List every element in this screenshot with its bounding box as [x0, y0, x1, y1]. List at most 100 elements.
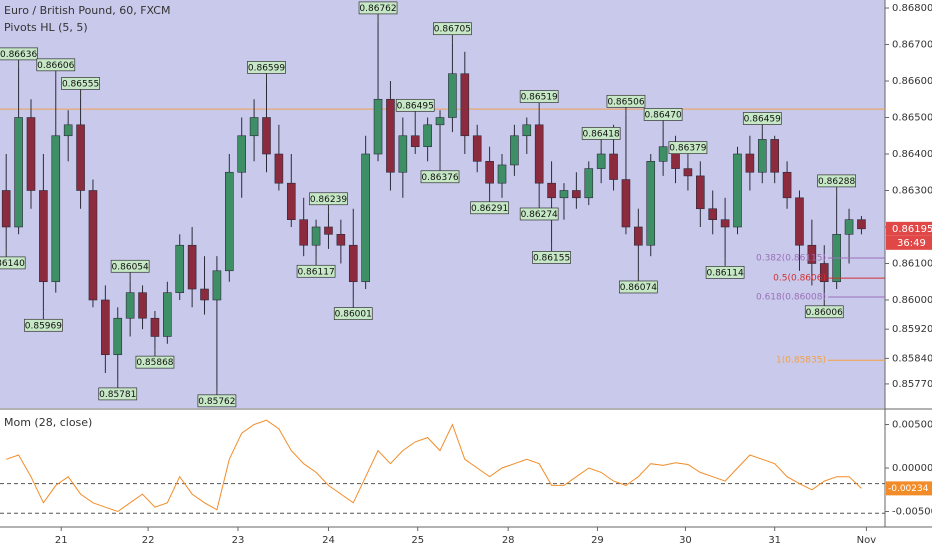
pivot-label: 0.86606: [37, 61, 74, 71]
candle-body: [286, 182, 296, 220]
pivot-box: [247, 61, 286, 74]
pivot-label: 0.86636: [0, 50, 37, 60]
fib-label: 0.382(0.86115): [756, 254, 826, 264]
pivot-box: [519, 207, 559, 221]
candle-body: [237, 135, 247, 173]
countdown-label: 36:49: [897, 238, 926, 249]
candle-body: [448, 73, 457, 118]
pivot-label: 0.86140: [0, 259, 25, 269]
pivot-box: [420, 170, 460, 184]
pivot-label: 0.86459: [744, 114, 781, 124]
candle-body: [696, 175, 705, 210]
candle-body: [745, 153, 755, 173]
countdown-tag: [886, 235, 932, 250]
y-tick-label: 0.00500: [892, 420, 932, 431]
candle-body: [324, 226, 333, 235]
candle-body: [844, 219, 854, 235]
pivot-label: 0.86418: [583, 129, 620, 139]
pivot-box: [433, 22, 472, 36]
candle-body: [547, 182, 556, 199]
candle-body: [274, 153, 284, 184]
pivot-label: 0.86555: [62, 79, 99, 89]
pivot-label: 0.86519: [521, 93, 558, 103]
pivot-label: 0.86762: [359, 4, 396, 14]
y-tick-label: 0.00000: [892, 463, 932, 474]
pivot-label: 0.86001: [335, 310, 372, 320]
candle-body: [720, 219, 730, 228]
candle-body: [410, 135, 420, 148]
pivot-box: [643, 108, 683, 121]
x-tick-label: 25: [411, 535, 424, 546]
pivot-box: [98, 387, 138, 401]
value-tag-label: -0.00234: [888, 484, 929, 494]
pivot-label: 0.86274: [521, 210, 558, 220]
candle-body: [311, 226, 321, 246]
candle-body: [88, 190, 98, 301]
y-tick-label: 0.86800: [892, 3, 932, 14]
pivot-label: 0.86288: [818, 177, 855, 187]
candle-body: [26, 117, 36, 191]
candle-body: [163, 292, 172, 337]
candle-body: [621, 179, 631, 228]
pivot-label: 0.85781: [99, 390, 136, 400]
price-tag: [886, 221, 932, 236]
candle-body: [373, 98, 383, 155]
pivot-box: [668, 141, 708, 155]
pivot-box: [197, 394, 237, 408]
x-tick-label: 29: [591, 535, 604, 546]
pivot-box: [618, 280, 658, 294]
pivot-label: 0.86705: [434, 25, 471, 35]
pivot-label: 0.86006: [806, 308, 843, 318]
indicator-title: Pivots HL (5, 5): [4, 21, 88, 34]
pivot-box: [36, 58, 76, 72]
candle-body: [262, 117, 271, 155]
pivot-box: [581, 127, 621, 140]
y-tick-label: 0.85920: [892, 324, 932, 335]
pivot-box: [309, 192, 348, 206]
candle-body: [646, 161, 656, 246]
candle-body: [683, 168, 693, 177]
candle-body: [857, 219, 866, 230]
candle-body: [634, 226, 643, 246]
candle-body: [522, 124, 532, 137]
fib-label: 1(0.85835): [776, 356, 826, 366]
candle-body: [386, 98, 395, 173]
candle-body: [423, 124, 432, 148]
candle-body: [138, 292, 147, 319]
candle-body: [733, 153, 742, 228]
y-tick-label: 0.86300: [892, 185, 932, 196]
candle-body: [460, 73, 470, 137]
pivot-label: 0.86506: [607, 97, 644, 107]
pivot-box: [0, 256, 26, 270]
candle-body: [596, 153, 606, 169]
pivot-box: [705, 266, 745, 279]
candle-body: [249, 117, 259, 137]
momentum-line: [6, 419, 862, 513]
pivot-box: [742, 112, 782, 125]
candle-body: [559, 190, 569, 199]
chart-title: Euro / British Pound, 60, FXCM: [4, 4, 170, 17]
pivot-box: [519, 90, 559, 103]
candle-body: [807, 244, 817, 264]
candle-body: [708, 208, 718, 220]
pivot-box: [804, 305, 844, 319]
pivot-label: 0.86376: [421, 173, 458, 183]
candle-body: [435, 117, 445, 126]
candle-body: [770, 139, 779, 173]
price-pane: [0, 0, 885, 408]
pivot-box: [333, 307, 373, 320]
pivot-label: 0.86291: [471, 204, 508, 214]
candle-body: [175, 244, 185, 293]
candle-body: [609, 153, 618, 180]
pivot-box: [606, 94, 646, 108]
x-tick-label: 24: [322, 535, 335, 546]
pivot-label: 0.86495: [397, 101, 434, 111]
y-tick-label: 0.85840: [892, 353, 932, 364]
candle-body: [63, 124, 73, 137]
candle-body: [572, 190, 581, 199]
indicator-pane: [0, 410, 885, 527]
candle-body: [584, 168, 594, 199]
fib-label: 0.5(0.8606): [773, 274, 826, 284]
